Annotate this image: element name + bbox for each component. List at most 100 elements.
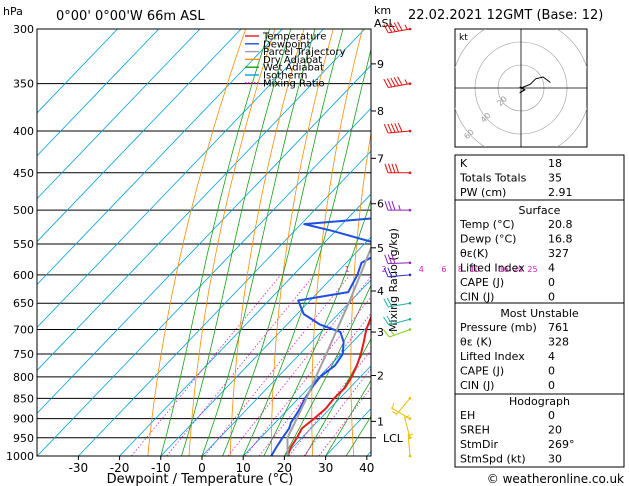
- wind-barb: [383, 76, 412, 88]
- wind-barb: [391, 397, 412, 416]
- wind-barb-feather: [386, 78, 393, 88]
- table-row-label: θε (K): [460, 336, 492, 349]
- mixing-ratio-tick-label: 2: [382, 265, 387, 274]
- legend-label: Temperature: [262, 32, 326, 43]
- wind-barb-feather: [390, 123, 396, 133]
- wind-barb-half-feather: [391, 403, 395, 409]
- legend-label: Dry Adiabat: [263, 55, 322, 66]
- legend-label: Mixing Ratio: [263, 78, 325, 89]
- mixing-ratio-line: [244, 296, 371, 456]
- wind-barb-feather: [397, 21, 403, 31]
- km-tick-label: 4: [377, 285, 384, 298]
- wind-barb-feather: [387, 123, 393, 133]
- wind-barb-feather: [387, 267, 393, 277]
- pressure-tick-label: 850: [13, 392, 34, 405]
- table-row-value: 327: [548, 247, 569, 260]
- km-tick-label: 8: [377, 105, 384, 118]
- wind-barb-feather: [393, 77, 400, 86]
- wind-barb-base: [408, 27, 412, 31]
- location-label: 0°00' 0°00'W 66m ASL: [56, 9, 205, 24]
- hodograph-table-box: [454, 393, 625, 468]
- wind-barb-base: [408, 454, 412, 458]
- wind-barb-feather: [386, 297, 393, 307]
- wind-barb-feather: [383, 298, 389, 308]
- wind-barb: [384, 163, 412, 175]
- wind-barb-feather: [384, 254, 389, 264]
- table-row-label: CAPE (J): [460, 365, 504, 378]
- wind-barb-staff: [388, 274, 411, 278]
- table-row-label: θε(K): [460, 247, 488, 260]
- pressure-tick-label: 300: [13, 23, 34, 36]
- table-row-value: 20.8: [548, 218, 573, 231]
- wind-barb-base: [408, 171, 412, 175]
- wet-adiabat-line: [284, 284, 371, 456]
- wind-barb-feather: [386, 315, 393, 325]
- wind-barb-staff: [407, 434, 411, 457]
- wet-adiabat-line: [263, 198, 371, 456]
- mixing-ratio-tick-label: 16: [499, 265, 509, 274]
- table-row-value: 4: [548, 350, 555, 363]
- mixing-ratio-line: [131, 274, 282, 456]
- km-tick-label: 5: [377, 242, 384, 255]
- legend-label: Wet Adiabat: [263, 63, 324, 74]
- dry-adiabat-line: [624, 29, 629, 456]
- mixing-ratio-line: [166, 274, 315, 456]
- series-temperature: [286, 315, 371, 456]
- table-row-value: 16.8: [548, 233, 573, 246]
- wind-barb-feather: [395, 163, 399, 173]
- wind-barb-half-feather: [404, 24, 408, 30]
- isotherm-line: [37, 107, 371, 456]
- table-section-title: Surface: [519, 204, 561, 217]
- dry-adiabat-line: [147, 29, 247, 456]
- km-tick-label: 9: [377, 58, 384, 71]
- isotherm-line: [37, 29, 283, 286]
- table-row-label: CIN (J): [460, 379, 494, 392]
- table-row-label: Totals Totals: [459, 172, 527, 185]
- wind-barb-staff: [389, 329, 411, 338]
- wind-barb-feather: [383, 316, 390, 326]
- hpa-unit-label: hPa: [3, 5, 23, 18]
- pressure-tick-label: 950: [13, 432, 34, 445]
- legend-label: Parcel Trajectory: [263, 47, 346, 58]
- wind-barb: [383, 315, 412, 326]
- table-row-value: 2.91: [548, 186, 573, 199]
- x-tick-label: 30: [318, 461, 333, 475]
- wind-barb-feather: [388, 163, 392, 173]
- table-row-label: K: [460, 157, 468, 170]
- wind-barb-base: [408, 436, 412, 440]
- dry-adiabat-line: [425, 29, 450, 456]
- table-row-label: Lifted Index: [460, 350, 525, 363]
- isotherm-line: [284, 365, 371, 456]
- table-row-label: StmSpd (kt): [460, 453, 526, 466]
- table-row-value: 269°: [548, 438, 575, 451]
- mixing-ratio-tick-label: 8: [458, 265, 463, 274]
- isotherm-line: [119, 193, 371, 456]
- wind-barb-staff: [403, 416, 411, 438]
- pressure-tick-label: 450: [13, 167, 34, 180]
- stability-tables: K 18 Totals Totals 35 PW (cm) 2.91 Surface Temp…: [454, 154, 625, 468]
- x-tick-label: 40: [359, 461, 374, 475]
- pressure-tick-label: 350: [13, 78, 34, 91]
- table-row-value: 328: [548, 336, 569, 349]
- wet-adiabat-line: [201, 29, 316, 456]
- wet-adiabat-line: [160, 29, 270, 456]
- wind-barb-feather: [388, 201, 392, 211]
- wind-barb-half-feather: [394, 270, 398, 277]
- wind-barb-feather: [386, 23, 393, 33]
- series-dewpoint: [270, 217, 371, 456]
- wind-barb-staff: [388, 318, 411, 326]
- table-row-value: 35: [548, 172, 562, 185]
- isotherm-line: [78, 150, 371, 456]
- wet-adiabat-line: [181, 29, 292, 456]
- dry-adiabat-line: [229, 29, 305, 456]
- table-row-value: 18: [548, 157, 562, 170]
- wind-barb-staff: [388, 28, 411, 34]
- pressure-tick-label: 400: [13, 125, 34, 138]
- isotherm-line: [37, 64, 371, 414]
- hodograph-trace: [520, 76, 551, 89]
- pressure-tick-label: 500: [13, 204, 34, 217]
- wind-barb-staff: [388, 130, 411, 134]
- wind-barb-base: [408, 129, 412, 133]
- x-tick-label: 10: [236, 461, 251, 475]
